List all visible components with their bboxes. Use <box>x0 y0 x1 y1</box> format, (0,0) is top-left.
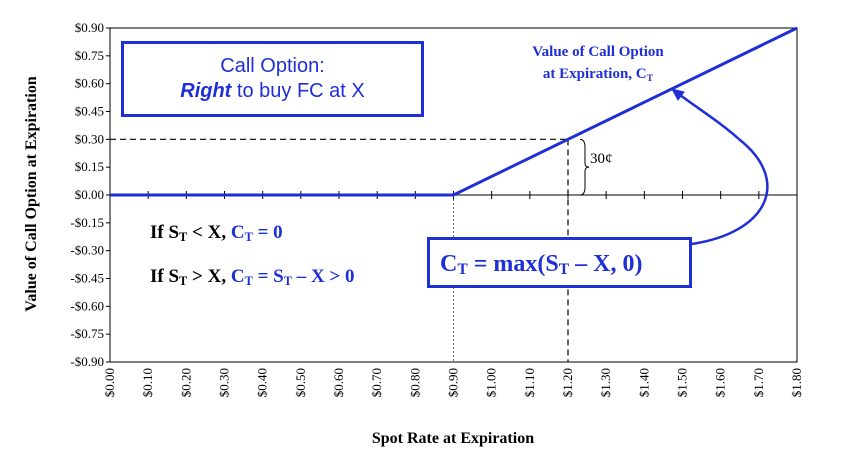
x-tick-label: $1.70 <box>751 368 766 397</box>
x-tick-label: $0.50 <box>293 368 308 397</box>
rule-below-strike: If ST < X, CT = 0 <box>150 222 283 245</box>
x-tick-label: $0.90 <box>446 368 461 397</box>
rule2-ssub: T <box>283 274 292 288</box>
y-tick-label: $0.90 <box>75 20 104 35</box>
x-tick-label: $0.30 <box>217 368 232 397</box>
right-word: Right <box>180 80 232 102</box>
y-tick-label: $0.00 <box>75 187 104 202</box>
rule2-prefix: If S <box>150 266 180 287</box>
y-tick-label: -$0.60 <box>70 298 104 313</box>
rule1-sub: T <box>179 230 188 244</box>
x-tick-label: $1.20 <box>560 368 575 397</box>
formula-sub: T <box>457 261 468 278</box>
formula-text1: = max(S <box>467 251 559 277</box>
y-tick-label: $0.30 <box>75 131 104 146</box>
x-tick-label: $0.40 <box>255 368 270 397</box>
rule2-c: C <box>230 266 245 287</box>
formula-sub2: T <box>558 261 570 278</box>
y-tick-label: -$0.90 <box>70 354 104 369</box>
call-option-description: to buy FC at X <box>231 80 365 102</box>
rule1-c: C <box>230 222 245 243</box>
x-tick-label: $0.80 <box>407 368 422 397</box>
rule1-mid: < X, <box>187 222 231 243</box>
x-axis-title: Spot Rate at Expiration <box>372 430 534 447</box>
thirty-cents-brace <box>579 138 590 196</box>
y-tick-label: $0.75 <box>75 48 104 63</box>
rule1-csub: T <box>244 230 253 244</box>
series-label-line2: at Expiration, C <box>542 66 647 82</box>
call-payoff-line <box>110 26 798 197</box>
x-tick-label: $1.50 <box>675 368 690 397</box>
x-tick-label: $1.30 <box>598 368 613 397</box>
x-tick-label: $0.10 <box>140 368 155 397</box>
x-tick-label: $1.60 <box>713 368 728 397</box>
formula-text2: – X, 0) <box>569 251 643 277</box>
call-option-box: Call Option: Right to buy FC at X <box>121 41 424 117</box>
y-tick-label: $0.45 <box>75 104 104 119</box>
rule2-tail: – X > 0 <box>291 266 355 287</box>
rule2-sub: T <box>179 274 188 288</box>
y-tick-label: -$0.75 <box>70 326 104 341</box>
y-tick-label: -$0.30 <box>70 243 104 258</box>
y-tick-label: $0.60 <box>75 76 104 91</box>
series-label: Value of Call Option at Expiration, CT <box>508 41 688 90</box>
x-tick-label: $0.70 <box>369 368 384 397</box>
rule2-csub: T <box>244 274 253 288</box>
rule1-val: = 0 <box>252 222 283 243</box>
x-tick-label: $1.10 <box>522 368 537 397</box>
y-axis-title: Value of Call Option at Expiration <box>23 76 40 312</box>
payoff-formula-box: CT = max(ST – X, 0) <box>427 237 692 288</box>
x-tick-label: $0.20 <box>178 368 193 397</box>
formula-c: C <box>440 251 458 277</box>
series-label-sub: T <box>646 73 654 84</box>
thirty-cents-label: 30¢ <box>590 151 613 167</box>
x-tick-label: $1.40 <box>636 368 651 397</box>
x-tick-label: $0.60 <box>331 368 346 397</box>
rule2-mid: > X, <box>187 266 231 287</box>
y-tick-label: $0.15 <box>75 159 104 174</box>
y-tick-label: -$0.45 <box>70 271 104 286</box>
rule-above-strike: If ST > X, CT = ST – X > 0 <box>150 266 355 289</box>
x-tick-label: $1.80 <box>789 368 804 397</box>
x-tick-label: $0.00 <box>102 368 117 397</box>
call-option-title: Call Option: <box>220 55 325 77</box>
rule2-eq: = S <box>252 266 284 287</box>
y-tick-label: -$0.15 <box>70 215 104 230</box>
series-label-line1: Value of Call Option <box>532 44 664 60</box>
callout-arrowhead <box>671 88 685 101</box>
rule1-prefix: If S <box>150 222 180 243</box>
callout-arrow <box>675 90 769 246</box>
x-tick-label: $1.00 <box>484 368 499 397</box>
